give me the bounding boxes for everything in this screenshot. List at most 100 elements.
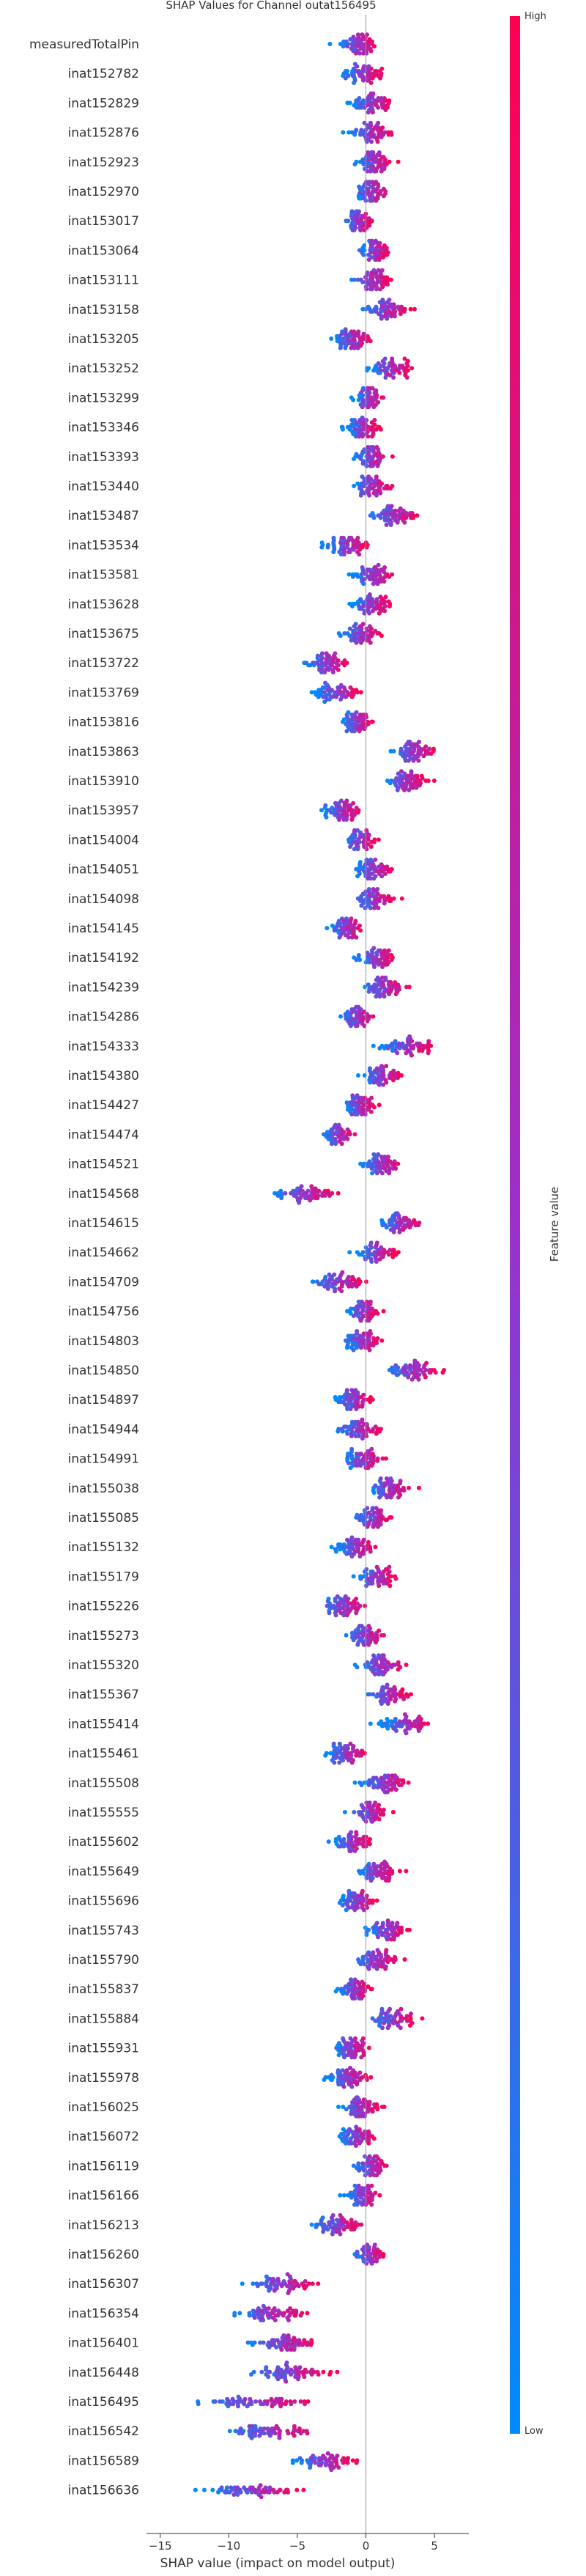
feature-label: inat156542 [68,2424,139,2439]
shap-point [325,1287,330,1291]
shap-point [371,1152,377,1157]
shap-point [233,2429,238,2434]
shap-point [402,1712,407,1717]
shap-point [385,2025,390,2031]
shap-point [345,1407,350,1411]
shap-point [341,2084,346,2089]
shap-point [275,2365,281,2370]
shap-point [384,1948,389,1953]
feature-label: inat153675 [68,627,139,641]
shap-point [345,44,350,49]
shap-point [416,758,421,763]
shap-point [366,476,371,482]
shap-point [377,1103,382,1108]
shap-point [259,2369,264,2374]
shap-point [376,361,381,366]
shap-point [349,694,355,699]
shap-point [351,397,356,402]
shap-point [372,44,377,49]
shap-point [355,1512,360,1517]
shap-point [279,1196,284,1201]
shap-point [346,1981,352,1987]
shap-point [293,2365,298,2370]
shap-point [368,120,373,125]
feature-label: inat155414 [68,1717,139,1732]
shap-point [398,2006,404,2012]
shap-point [360,2161,366,2166]
x-tick-label: −5 [289,2539,305,2553]
shap-point [363,1603,368,1608]
shap-point [235,2485,240,2490]
shap-point [381,395,386,400]
shap-point [363,1989,367,1994]
shap-point [382,1046,387,1050]
shap-point [341,1894,346,1899]
shap-point [327,697,332,702]
shap-point [377,479,382,484]
shap-point [267,2485,272,2490]
shap-point [365,32,369,37]
feature-label: inat154427 [68,1098,139,1113]
shap-point [357,434,362,439]
shap-point [393,1039,398,1044]
shap-point [333,1989,338,1994]
shap-point [371,1524,376,1529]
shap-point [398,746,404,751]
shap-point [407,787,412,792]
shap-point [369,1259,374,1264]
shap-point [354,98,359,103]
feature-label: inat152782 [68,67,139,81]
shap-point [380,965,385,969]
shap-point [376,905,381,910]
shap-point [343,1744,348,1748]
x-tick-label: 0 [363,2539,370,2553]
shap-point [376,962,381,967]
shap-point [335,667,341,672]
colorbar-low-label: Low [524,2426,544,2437]
shap-point [370,1819,375,1824]
shap-point [382,894,387,899]
shap-point [335,1191,341,1196]
shap-point [368,844,374,849]
shap-point [375,1785,380,1790]
shap-point [400,1041,405,1046]
shap-point [379,268,385,273]
shap-point [379,1775,384,1781]
shap-point [374,1898,379,1903]
shap-point [349,418,355,422]
shap-point [376,1935,381,1940]
shap-point [407,2023,412,2028]
shap-point [346,1758,351,1763]
shap-point [315,1196,320,1201]
shap-point [356,1299,361,1304]
shap-point [368,445,374,449]
shap-point [391,1248,396,1252]
shap-point [349,2141,354,2146]
shap-point [393,1576,398,1581]
shap-point [354,452,359,457]
shap-point [423,779,429,783]
shap-point [381,155,386,160]
feature-label: inat153346 [68,421,139,435]
shap-point [399,304,404,309]
shap-point [361,98,366,103]
shap-point [349,2195,354,2200]
shap-point [368,1163,374,1169]
shap-point [348,37,353,42]
shap-point [368,1240,374,1245]
shap-point [382,96,387,100]
shap-point [305,2431,310,2436]
shap-point [410,785,415,790]
shap-point [302,2374,307,2380]
shap-point [329,810,334,815]
shap-point [382,1155,387,1159]
shap-point [431,746,436,751]
shap-point [255,2308,260,2314]
shap-point [356,1073,360,1078]
shap-point [354,105,359,110]
shap-point [349,1630,355,1635]
shap-point [403,785,408,790]
shap-point [346,572,352,577]
shap-point [319,545,324,550]
feature-label: inat154803 [68,1334,139,1349]
